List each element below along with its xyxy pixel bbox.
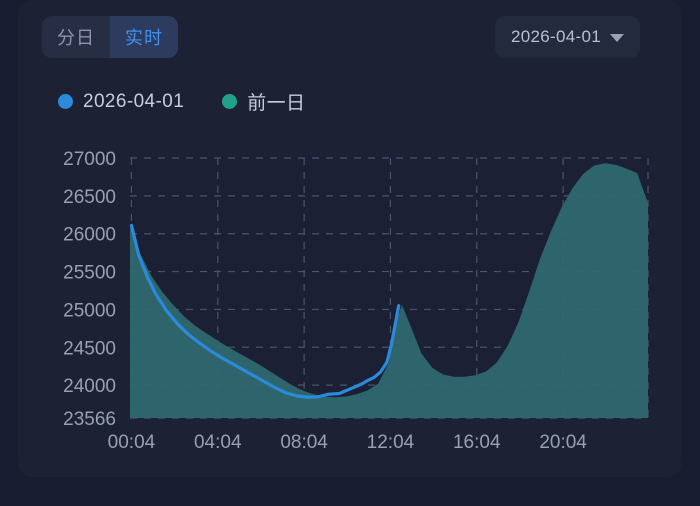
y-axis-tick-label: 26500	[63, 187, 116, 208]
y-axis-tick-label: 26000	[63, 225, 116, 246]
legend-color-dot	[222, 94, 238, 109]
segment-daily[interactable]: 分日	[42, 16, 110, 58]
y-axis-tick-label: 27000	[63, 149, 116, 170]
date-picker-value: 2026-04-01	[511, 27, 601, 46]
legend-color-dot	[58, 94, 73, 109]
chevron-down-icon	[610, 34, 624, 42]
y-axis-tick-label: 25000	[63, 300, 116, 321]
legend-label-current: 2026-04-01	[83, 90, 185, 112]
x-axis-tick-label: 16:04	[453, 432, 501, 453]
chart-legend: 2026-04-01 前一日	[58, 88, 305, 115]
view-mode-segmented-control[interactable]: 分日 实时	[42, 16, 178, 58]
x-axis-tick-label: 00:04	[108, 432, 156, 453]
chart-card: 分日 实时 2026-04-01 2026-04-01 前一日	[18, 0, 682, 477]
x-axis-tick-label: 04:04	[194, 432, 242, 453]
chart-svg: 27000 26500 26000 25500 25000 24500 24000 23566…	[63, 149, 649, 453]
y-axis-tick-label: 25500	[63, 263, 116, 284]
y-axis-tick-label: 24000	[63, 376, 116, 397]
y-axis-tick-label: 23566	[63, 409, 116, 430]
series-line-current-day	[129, 223, 401, 399]
legend-item-previous[interactable]: 前一日	[222, 88, 305, 115]
x-axis-tick-label: 20:04	[539, 432, 587, 453]
x-axis-tick-label: 08:04	[280, 432, 328, 453]
legend-item-current[interactable]: 2026-04-01	[58, 91, 184, 113]
series-area-previous-day	[130, 163, 648, 418]
realtime-trend-chart[interactable]: 27000 26500 26000 25500 25000 24500 24000 23566…	[42, 132, 658, 462]
toolbar: 分日 实时 2026-04-01	[42, 16, 658, 58]
x-axis-tick-label: 12:04	[367, 432, 415, 453]
legend-label-previous: 前一日	[247, 93, 306, 114]
date-picker[interactable]: 2026-04-01	[495, 16, 640, 58]
y-axis-tick-label: 24500	[63, 338, 116, 359]
segment-realtime[interactable]: 实时	[110, 16, 178, 58]
